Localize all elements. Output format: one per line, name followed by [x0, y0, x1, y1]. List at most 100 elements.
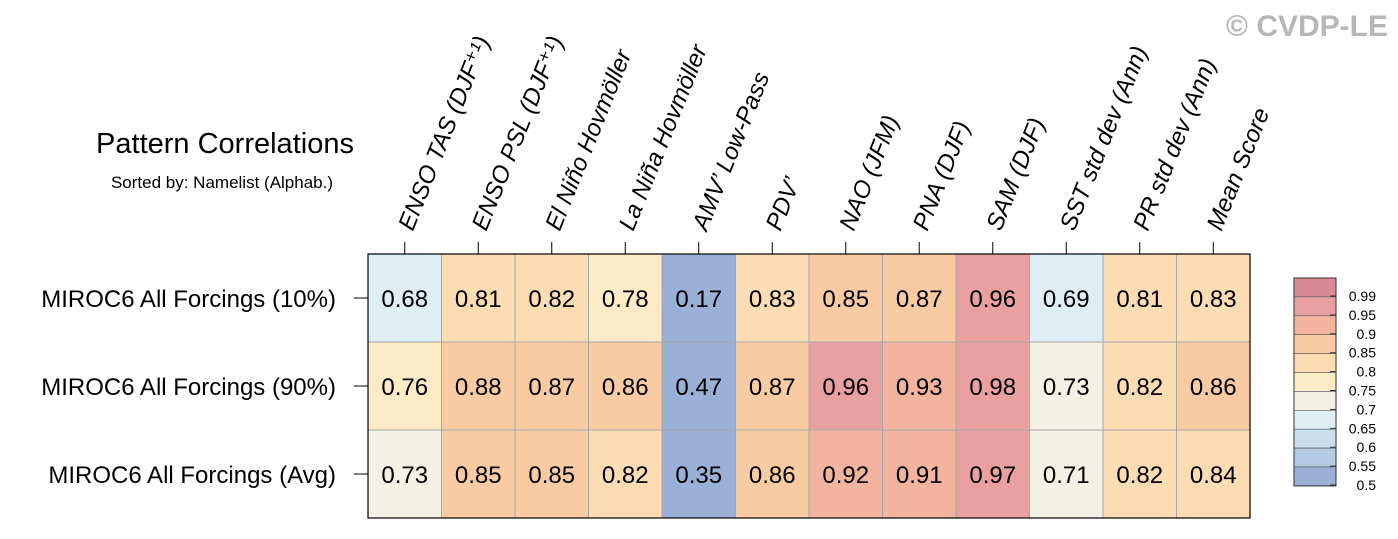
- colorbar-tick-label: 0.65: [1349, 420, 1376, 436]
- chart-subtitle: Sorted by: Namelist (Alphab.): [111, 173, 333, 192]
- colorbar-swatch: [1293, 466, 1337, 487]
- colorbar-tick-label: 0.99: [1349, 288, 1376, 304]
- cell-value-label: 0.81: [1116, 286, 1163, 313]
- heatmap-cell: [735, 253, 810, 343]
- heatmap-cell: [1102, 429, 1177, 519]
- cell-value-label: 0.82: [602, 462, 649, 489]
- cell-value-label: 0.98: [969, 374, 1016, 401]
- cell-value-label: 0.78: [602, 286, 649, 313]
- heatmap-cell: [1176, 253, 1251, 343]
- heatmap-cell: [1029, 253, 1104, 343]
- heatmap-cell: [955, 341, 1030, 431]
- colorbar-swatch: [1293, 372, 1337, 392]
- column-header-label: PNA (DJF): [908, 117, 976, 234]
- heatmap-cell: [882, 253, 957, 343]
- cell-value-label: 0.86: [1190, 374, 1237, 401]
- cell-value-label: 0.84: [1190, 462, 1237, 489]
- cell-value-label: 0.87: [528, 374, 575, 401]
- heatmap-cell: [441, 253, 516, 343]
- colorbar-tick-label: 0.55: [1349, 458, 1376, 474]
- row-label: MIROC6 All Forcings (Avg): [48, 462, 336, 489]
- colorbar-swatch: [1293, 334, 1337, 354]
- column-header-label: Mean Score: [1202, 104, 1276, 234]
- colorbar-swatch: [1293, 428, 1337, 449]
- cell-value-label: 0.91: [896, 462, 943, 489]
- cell-value-label: 0.96: [822, 374, 869, 401]
- cell-value-label: 0.76: [381, 374, 428, 401]
- colorbar-swatch: [1293, 391, 1337, 411]
- cell-value-label: 0.81: [455, 286, 502, 313]
- colorbar-swatch: [1293, 409, 1337, 430]
- cell-value-label: 0.92: [822, 462, 869, 489]
- heatmap-cell: [735, 341, 810, 431]
- cell-value-label: 0.96: [969, 286, 1016, 313]
- cell-value-label: 0.82: [1116, 462, 1163, 489]
- cell-value-label: 0.82: [528, 286, 575, 313]
- cell-value-label: 0.86: [602, 374, 649, 401]
- colorbar-tick-label: 0.8: [1357, 364, 1377, 380]
- heatmap-cell: [661, 253, 736, 343]
- cell-value-label: 0.17: [675, 286, 722, 313]
- row-labels: MIROC6 All Forcings (10%) MIROC6 All Forc…: [41, 286, 368, 489]
- colorbar-swatch: [1293, 315, 1337, 335]
- heatmap-cell: [588, 253, 663, 343]
- cell-value-label: 0.85: [455, 462, 502, 489]
- heatmap-cell: [1102, 341, 1177, 431]
- colorbar-swatch: [1293, 447, 1337, 468]
- cell-value-label: 0.97: [969, 462, 1016, 489]
- cell-value-label: 0.73: [381, 462, 428, 489]
- colorbar-frame: [1293, 277, 1337, 487]
- heatmap-cells: 0.68 0.81 0.82 0.78 0.17 0.83 0.85 0.87 0.96 0.69…: [367, 253, 1251, 519]
- heatmap-cell: [808, 341, 883, 431]
- cell-value-label: 0.93: [896, 374, 943, 401]
- heatmap-cell: [661, 429, 736, 519]
- row-label: MIROC6 All Forcings (10%): [41, 286, 336, 313]
- cell-value-label: 0.73: [1043, 374, 1090, 401]
- row-label: MIROC6 All Forcings (90%): [41, 374, 336, 401]
- chart-title: Pattern Correlations: [96, 128, 354, 160]
- cell-value-label: 0.35: [675, 462, 722, 489]
- heatmap-cell: [661, 341, 736, 431]
- colorbar-tick-label: 0.6: [1357, 439, 1377, 455]
- cell-value-label: 0.85: [822, 286, 869, 313]
- cell-value-label: 0.68: [381, 286, 428, 313]
- column-header-label: SAM (DJF): [981, 114, 1050, 234]
- cell-value-label: 0.87: [749, 374, 796, 401]
- heatmap-cell: [514, 429, 589, 519]
- cell-value-label: 0.85: [528, 462, 575, 489]
- cell-value-label: 0.82: [1116, 374, 1163, 401]
- heatmap-cell: [1029, 341, 1104, 431]
- heatmap-cell: [367, 341, 442, 431]
- watermark-text: © CVDP-LE: [1226, 10, 1388, 43]
- heatmap-cell: [367, 429, 442, 519]
- cell-value-label: 0.69: [1043, 286, 1090, 313]
- cell-value-label: 0.88: [455, 374, 502, 401]
- column-header-label: NAO (JFM): [834, 112, 904, 235]
- heatmap-cell: [588, 429, 663, 519]
- heatmap-cell: [882, 341, 957, 431]
- colorbar-swatch: [1293, 353, 1337, 373]
- cell-value-label: 0.87: [896, 286, 943, 313]
- colorbar-tick-label: 0.85: [1349, 345, 1376, 361]
- cell-value-label: 0.47: [675, 374, 722, 401]
- column-headers: ENSO TAS (DJF⁺¹)ENSO PSL (DJF⁺¹)El Niño …: [393, 32, 1275, 254]
- cell-value-label: 0.83: [749, 286, 796, 313]
- heatmap-cell: [808, 429, 883, 519]
- colorbar-legend: 0.99 0.95 0.9 0.85 0.8 0.75 0.7 0.65 0.6 0.55 0.5: [1293, 277, 1377, 493]
- cell-value-label: 0.71: [1043, 462, 1090, 489]
- heatmap-cell: [1176, 429, 1251, 519]
- heatmap-cell: [441, 341, 516, 431]
- colorbar-tick-label: 0.95: [1349, 307, 1376, 323]
- heatmap-cell: [367, 253, 442, 343]
- cell-value-label: 0.83: [1190, 286, 1237, 313]
- column-header-label: AMV’ Low-Pass: [687, 68, 776, 236]
- colorbar-swatch: [1293, 277, 1337, 298]
- column-header-label: PDV’: [761, 173, 807, 234]
- heatmap-cell: [588, 341, 663, 431]
- colorbar-tick-label: 0.5: [1357, 477, 1377, 493]
- colorbar-tick-label: 0.7: [1357, 401, 1377, 417]
- colorbar-swatch: [1293, 296, 1337, 317]
- colorbar-tick-label: 0.75: [1349, 383, 1376, 399]
- cell-value-label: 0.86: [749, 462, 796, 489]
